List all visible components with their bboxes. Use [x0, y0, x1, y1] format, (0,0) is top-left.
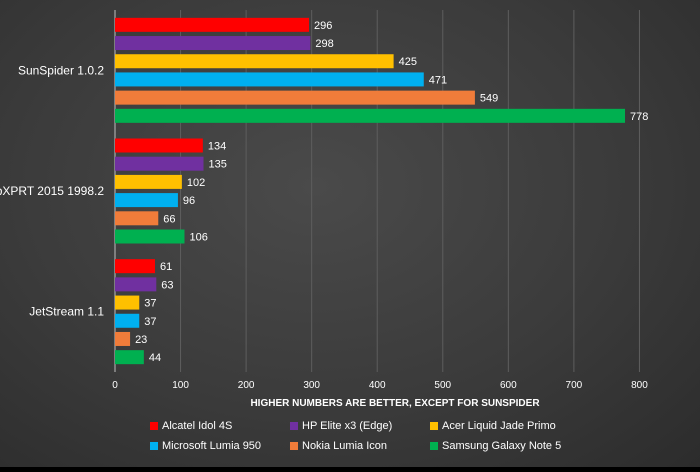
category-label: JetStream 1.1	[29, 305, 104, 319]
data-label: 298	[315, 38, 333, 50]
x-tick-label: 600	[500, 380, 517, 391]
legend-swatch	[150, 442, 158, 450]
legend-swatch	[290, 422, 298, 430]
category-label: ebXPRT 2015 1998.2	[0, 184, 104, 198]
legend: Alcatel Idol 4S HP Elite x3 (Edge) Acer Li…	[150, 420, 670, 452]
data-label: 44	[149, 352, 161, 364]
legend-label: HP Elite x3 (Edge)	[302, 420, 393, 432]
bar	[115, 295, 140, 310]
category-label: SunSpider 1.0.2	[18, 63, 104, 77]
bar	[115, 90, 475, 105]
data-label: 425	[399, 56, 417, 68]
bar	[115, 331, 131, 346]
x-tick-label: 200	[238, 380, 255, 391]
x-tick-label: 0	[112, 380, 118, 391]
legend-swatch	[290, 442, 298, 450]
bar	[115, 138, 203, 153]
data-label: 549	[480, 93, 498, 105]
bar	[115, 211, 159, 226]
legend-item: HP Elite x3 (Edge)	[290, 420, 430, 432]
legend-item: Microsoft Lumia 950	[150, 440, 290, 452]
data-label: 296	[314, 20, 332, 32]
data-label: 23	[135, 334, 147, 346]
bar	[115, 229, 185, 244]
legend-swatch	[430, 442, 438, 450]
data-label: 37	[144, 298, 156, 310]
data-label: 66	[163, 213, 175, 225]
legend-label: Nokia Lumia Icon	[302, 440, 387, 452]
bar	[115, 17, 310, 32]
bar	[115, 156, 204, 171]
bar	[115, 313, 140, 328]
data-label: 471	[429, 74, 447, 86]
legend-item: Alcatel Idol 4S	[150, 420, 290, 432]
legend-label: Alcatel Idol 4S	[162, 420, 233, 432]
data-label: 778	[630, 111, 648, 123]
bar	[115, 350, 144, 365]
bar	[115, 72, 424, 87]
bar	[115, 36, 311, 51]
legend-item: Acer Liquid Jade Primo	[430, 420, 590, 432]
x-tick-label: 700	[566, 380, 583, 391]
x-tick-label: 800	[631, 380, 648, 391]
legend-swatch	[150, 422, 158, 430]
legend-swatch	[430, 422, 438, 430]
x-tick-label: 500	[434, 380, 451, 391]
data-label: 37	[144, 316, 156, 328]
data-label: 134	[208, 141, 226, 153]
x-tick-label: 300	[303, 380, 320, 391]
bar	[115, 54, 394, 69]
data-label: 61	[160, 261, 172, 273]
legend-label: Microsoft Lumia 950	[162, 440, 262, 452]
data-label: 102	[187, 177, 205, 189]
x-tick-label: 400	[369, 380, 386, 391]
bar	[115, 108, 626, 123]
legend-label: Samsung Galaxy Note 5	[442, 440, 562, 452]
x-axis-title: HIGHER NUMBERS ARE BETTER, EXCEPT FOR SU…	[250, 398, 540, 409]
legend-label: Acer Liquid Jade Primo	[442, 420, 556, 432]
bar	[115, 193, 178, 208]
data-label: 135	[209, 159, 227, 171]
bar	[115, 174, 182, 189]
legend-item: Samsung Galaxy Note 5	[430, 440, 590, 452]
bar	[115, 277, 157, 292]
data-label: 96	[183, 195, 195, 207]
data-label: 106	[189, 232, 207, 244]
data-label: 63	[161, 279, 173, 291]
x-tick-label: 100	[172, 380, 189, 391]
legend-item: Nokia Lumia Icon	[290, 440, 430, 452]
bar	[115, 259, 155, 274]
